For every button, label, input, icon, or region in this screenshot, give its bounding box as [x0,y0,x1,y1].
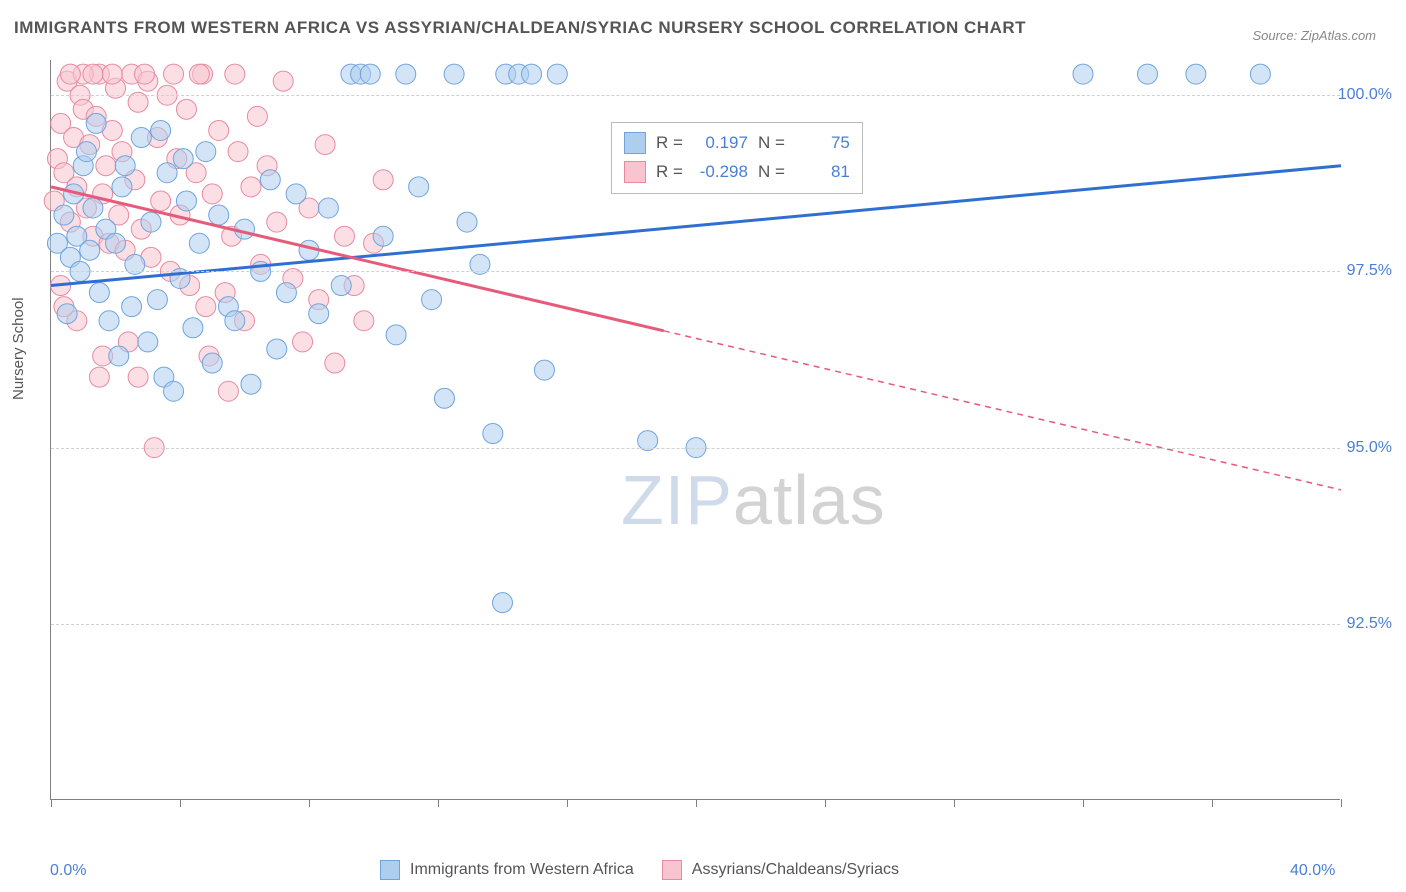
legend-label-pink: Assyrians/Chaldeans/Syriacs [692,861,899,878]
plot-area: ZIPatlas R = 0.197 N = 75 R = -0.298 N =… [50,60,1340,800]
swatch-blue-icon [624,132,646,154]
n-value-blue: 75 [795,129,850,158]
swatch-pink-icon [624,161,646,183]
legend-bottom: Immigrants from Western Africa Assyrians… [380,860,899,880]
r-label: R = [656,158,683,187]
legend-item-pink: Assyrians/Chaldeans/Syriacs [662,860,899,880]
n-label: N = [758,129,785,158]
r-value-blue: 0.197 [693,129,748,158]
x-tick-label: 40.0% [1290,862,1335,880]
n-label: N = [758,158,785,187]
watermark-zip: ZIP [621,461,733,539]
stats-row-blue: R = 0.197 N = 75 [624,129,850,158]
y-tick-label: 97.5% [1347,262,1392,280]
r-label: R = [656,129,683,158]
chart-title: IMMIGRANTS FROM WESTERN AFRICA VS ASSYRI… [14,18,1026,38]
y-tick-label: 92.5% [1347,615,1392,633]
watermark-atlas: atlas [733,461,886,539]
n-value-pink: 81 [795,158,850,187]
y-axis-label: Nursery School [10,297,27,400]
legend-label-blue: Immigrants from Western Africa [410,861,634,878]
legend-item-blue: Immigrants from Western Africa [380,860,634,880]
swatch-blue-icon [380,860,400,880]
y-tick-label: 100.0% [1338,86,1392,104]
swatch-pink-icon [662,860,682,880]
x-tick-label: 0.0% [50,862,86,880]
stats-legend-box: R = 0.197 N = 75 R = -0.298 N = 81 [611,122,863,194]
r-value-pink: -0.298 [693,158,748,187]
source-attribution: Source: ZipAtlas.com [1252,28,1376,43]
stats-row-pink: R = -0.298 N = 81 [624,158,850,187]
watermark: ZIPatlas [621,460,886,540]
y-tick-label: 95.0% [1347,439,1392,457]
